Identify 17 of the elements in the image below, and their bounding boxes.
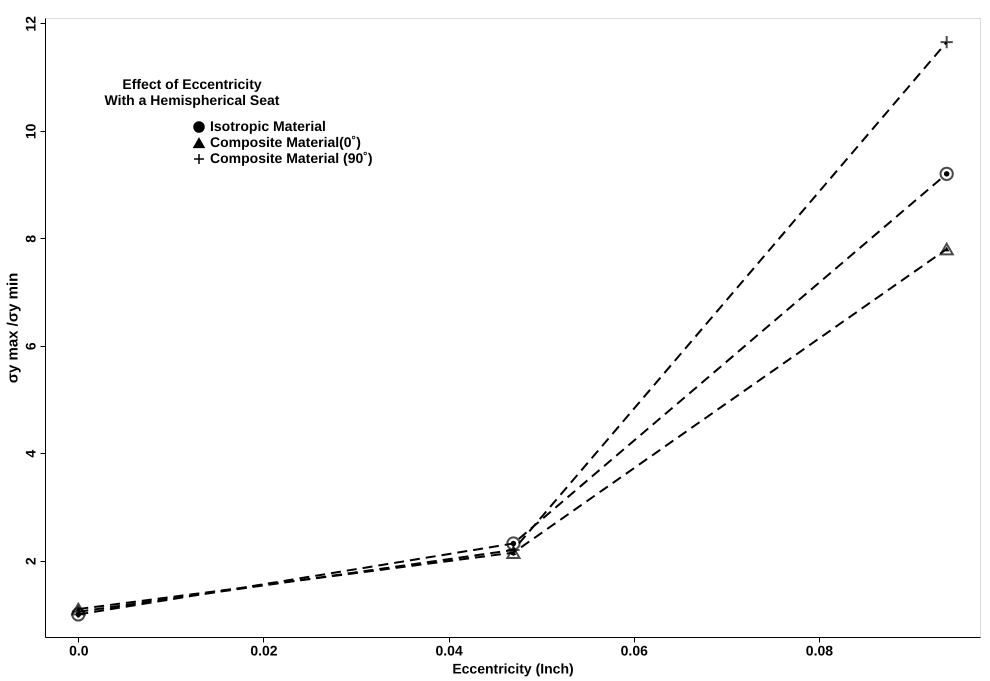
legend-label: Isotropic Material	[210, 118, 326, 134]
y-tick-label: 12	[22, 16, 38, 32]
legend-label: Composite Material(0˚)	[210, 134, 361, 150]
y-tick-label: 8	[22, 234, 38, 243]
x-tick-label: 0.04	[436, 642, 463, 658]
legend-title: Effect of Eccentricity With a Hemispherical Seat	[104, 76, 280, 108]
legend-label: Composite Material (90˚)	[210, 150, 373, 166]
y-axis-title: σy max /σy min	[4, 272, 22, 384]
x-tick-label: 0.06	[620, 642, 648, 658]
x-tick-label: 0.0	[69, 642, 89, 658]
y-tick-label: 2	[22, 557, 38, 566]
y-tick-label: 4	[22, 450, 38, 458]
x-tick-label: 0.08	[806, 642, 834, 658]
y-tick-label: 6	[22, 342, 38, 350]
x-tick-label: 0.02	[250, 642, 278, 658]
y-tick-label: 10	[22, 123, 38, 140]
x-axis-title: Eccentricity (Inch)	[452, 660, 574, 676]
